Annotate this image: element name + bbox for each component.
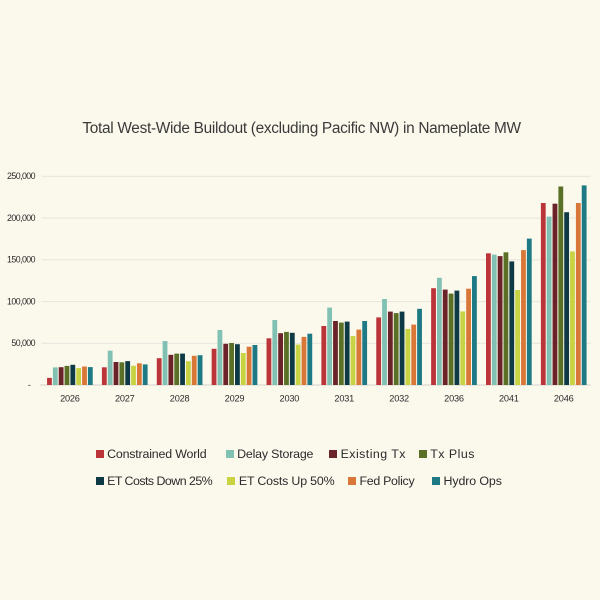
svg-text:2031: 2031 [334, 393, 354, 403]
svg-text:250,000: 250,000 [7, 171, 36, 181]
svg-text:200,000: 200,000 [7, 213, 36, 223]
svg-text:150,000: 150,000 [7, 255, 36, 265]
svg-text:2030: 2030 [280, 393, 300, 403]
svg-text:2032: 2032 [389, 393, 409, 403]
svg-text:100,000: 100,000 [7, 296, 36, 306]
svg-text:-: - [28, 380, 31, 390]
svg-text:2026: 2026 [60, 393, 80, 403]
svg-text:2046: 2046 [554, 393, 574, 403]
svg-text:2036: 2036 [444, 393, 464, 403]
svg-text:2027: 2027 [115, 393, 135, 403]
svg-text:50,000: 50,000 [11, 338, 35, 348]
svg-text:2041: 2041 [499, 393, 519, 403]
svg-text:2028: 2028 [170, 393, 190, 403]
svg-text:2029: 2029 [225, 393, 245, 403]
